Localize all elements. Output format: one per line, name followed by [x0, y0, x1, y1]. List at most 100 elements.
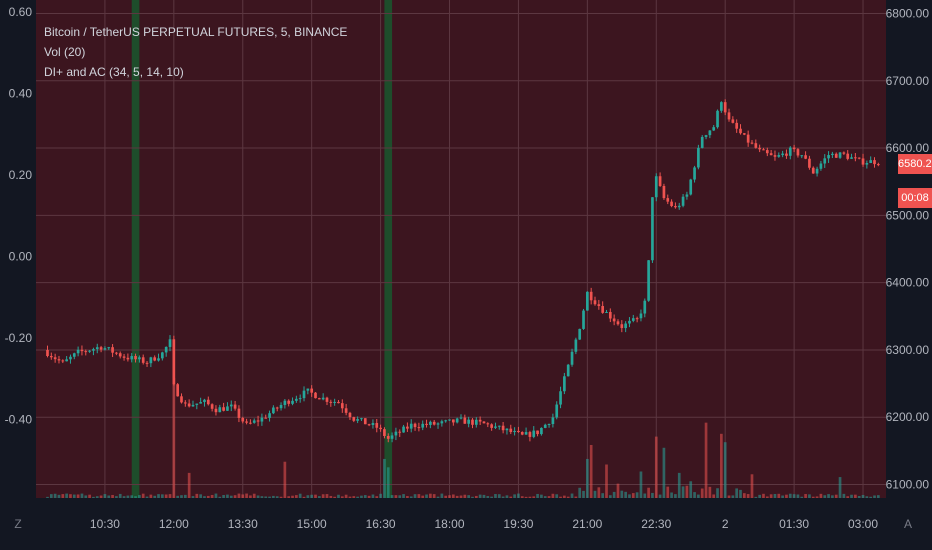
- candle-body: [157, 358, 160, 361]
- volume-bar: [704, 422, 708, 498]
- volume-bar: [700, 488, 704, 498]
- candle-body: [861, 158, 865, 165]
- candle-body: [203, 399, 206, 403]
- time-axis-tick-label: 18:00: [434, 517, 464, 531]
- volume-bar: [869, 496, 873, 498]
- volume-bar: [750, 474, 754, 498]
- volume-bar: [394, 495, 398, 498]
- chart-legend: Bitcoin / TetherUS PERPETUAL FUTURES, 5,…: [44, 22, 347, 82]
- candle-body: [708, 130, 712, 136]
- candle-body: [69, 356, 72, 360]
- volume-bar: [130, 495, 134, 498]
- candle-body: [111, 347, 114, 353]
- candle-body: [222, 407, 225, 411]
- volume-bar: [390, 495, 394, 498]
- candle-body: [608, 311, 612, 319]
- volume-bar: [375, 496, 379, 498]
- candle-body: [873, 160, 876, 165]
- candle-body: [352, 417, 356, 421]
- candle-body: [252, 420, 256, 423]
- volume-bar: [520, 496, 524, 498]
- volume-bar: [513, 494, 516, 498]
- volume-bar: [551, 493, 555, 498]
- volume-bar: [800, 496, 804, 498]
- highlight-band: [384, 0, 393, 498]
- candle-body: [118, 353, 122, 357]
- candle-body: [773, 155, 777, 157]
- volume-indicator-label[interactable]: Vol (20): [44, 45, 86, 59]
- volume-bar: [49, 494, 53, 498]
- candle-body: [107, 347, 111, 349]
- volume-bar: [494, 494, 497, 498]
- volume-bar: [616, 483, 620, 498]
- candle-body: [317, 398, 321, 400]
- candle-body: [390, 435, 394, 439]
- volume-bar: [452, 494, 455, 498]
- volume-bar: [528, 496, 532, 498]
- volume-bar: [666, 486, 670, 498]
- highlight-band: [131, 0, 140, 498]
- candle-body: [750, 142, 754, 144]
- candle-body: [827, 155, 830, 159]
- candle-body: [463, 417, 467, 424]
- candle-body: [417, 427, 421, 429]
- candle-body: [183, 402, 187, 404]
- candle-body: [658, 176, 662, 186]
- candle-body: [624, 323, 627, 329]
- volume-bar: [264, 496, 268, 498]
- volume-bar: [746, 494, 750, 498]
- candle-body: [586, 291, 589, 311]
- volume-bar: [214, 493, 218, 498]
- volume-bar: [540, 494, 543, 498]
- volume-bar: [92, 496, 95, 498]
- candle-body: [555, 404, 559, 418]
- candle-body: [877, 164, 880, 166]
- candle-body: [84, 351, 88, 353]
- volume-bar: [854, 494, 857, 498]
- candle-body: [413, 423, 417, 428]
- candle-body: [149, 357, 153, 364]
- volume-bar: [379, 493, 382, 498]
- volume-bar: [149, 494, 153, 498]
- volume-bar: [662, 447, 666, 498]
- volume-bar: [471, 496, 474, 498]
- candle-body: [452, 419, 455, 423]
- symbol-title[interactable]: Bitcoin / TetherUS PERPETUAL FUTURES, 5,…: [44, 25, 348, 39]
- volume-bar: [474, 495, 478, 498]
- volume-bar: [555, 494, 559, 498]
- di-ac-indicator-label[interactable]: DI+ and AC (34, 5, 14, 10): [44, 65, 184, 79]
- left-axis-tick-label: 0.40: [9, 87, 33, 101]
- candle-body: [474, 419, 478, 425]
- volume-bar: [168, 494, 172, 498]
- candle-body: [49, 356, 53, 358]
- volume-bar: [850, 494, 853, 498]
- candle-body: [406, 426, 409, 429]
- candle-body: [214, 408, 218, 413]
- candle-body: [716, 110, 719, 128]
- volume-bar: [279, 496, 283, 498]
- volume-bar: [612, 491, 616, 498]
- candle-body: [168, 339, 172, 347]
- candle-body: [180, 396, 183, 403]
- candle-body: [429, 421, 432, 425]
- volume-bar: [497, 494, 501, 498]
- volume-bar: [187, 472, 191, 498]
- candle-body: [467, 419, 470, 424]
- zoom-toggle-button[interactable]: Z: [14, 517, 22, 531]
- candle-body: [348, 412, 352, 418]
- candle-body: [758, 147, 761, 150]
- candle-body: [306, 388, 310, 391]
- volume-bar: [57, 494, 61, 498]
- time-axis-tick-label: 10:30: [90, 517, 120, 531]
- volume-bar: [685, 485, 689, 498]
- candle-body: [145, 362, 149, 364]
- candle-body: [616, 321, 620, 325]
- candle-body: [329, 401, 333, 403]
- auto-scale-button[interactable]: A: [903, 517, 912, 531]
- candle-body: [279, 404, 283, 409]
- candle-body: [593, 300, 597, 305]
- time-axis-tick-label: 01:30: [779, 517, 809, 531]
- candle-body: [857, 157, 861, 159]
- volume-bar: [720, 433, 723, 498]
